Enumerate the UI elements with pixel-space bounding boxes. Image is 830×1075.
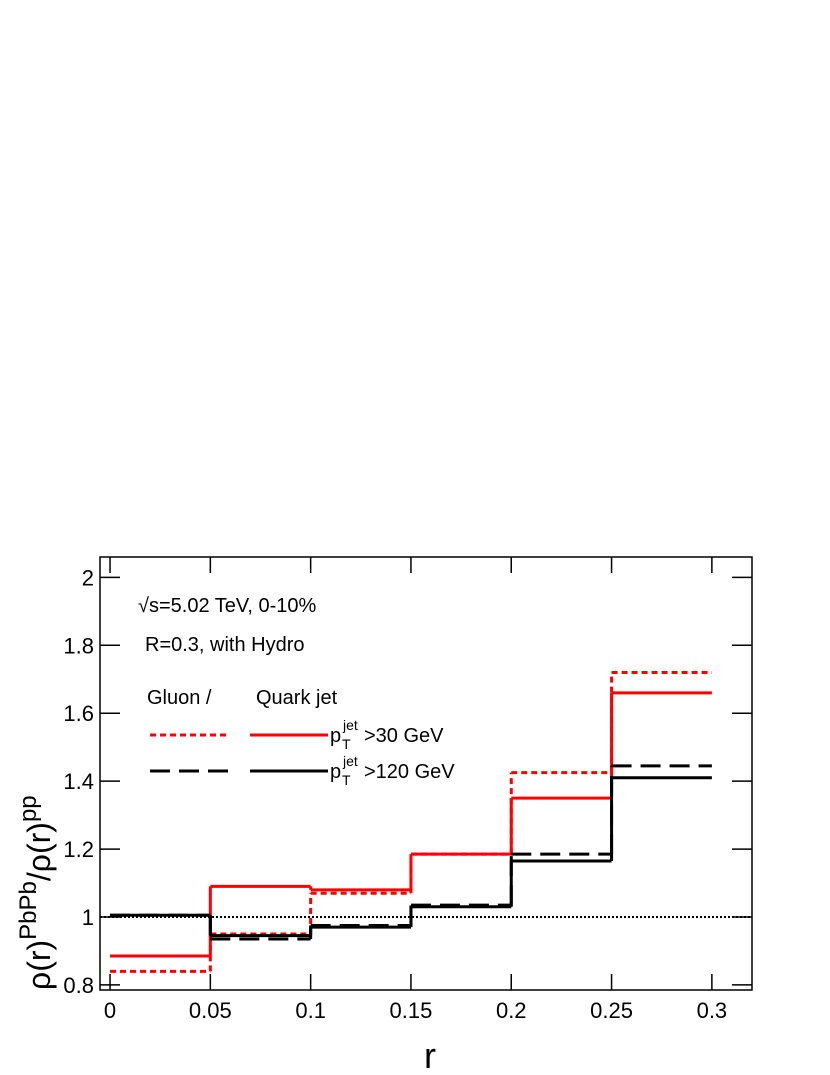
legend-label-rest: >120 GeV <box>364 761 455 783</box>
plot-frame <box>99 556 753 991</box>
legend-header: Gluon / <box>147 687 212 709</box>
y-label-part: ρ(r) <box>21 940 57 990</box>
annotation: R=0.3, with Hydro <box>145 634 305 656</box>
x-tick-label: 0.2 <box>496 998 527 1023</box>
legend-label-sup: jet <box>342 753 358 769</box>
y-tick-label: 1.2 <box>63 837 94 862</box>
x-tick-label: 0.05 <box>189 998 232 1023</box>
x-tick-label: 0 <box>104 998 116 1023</box>
y-axis-label: ρ(r)PbPb/ρ(r)pp <box>15 795 57 990</box>
x-tick-label: 0.15 <box>390 998 433 1023</box>
legend-label-sup: jet <box>342 717 358 733</box>
y-label-sup: pp <box>15 795 42 822</box>
x-tick-label: 0.3 <box>697 998 728 1023</box>
y-tick-label: 2 <box>82 565 94 590</box>
y-tick-label: 1.8 <box>63 633 94 658</box>
y-label-part: /ρ(r) <box>21 822 57 881</box>
legend-label-sub: T <box>342 772 351 788</box>
legend-label-base: p <box>330 761 341 783</box>
legend-label-sub: T <box>342 736 351 752</box>
x-tick-label: 0.1 <box>295 998 326 1023</box>
y-tick-label: 0.8 <box>63 973 94 998</box>
legend-label-rest: >30 GeV <box>364 725 444 747</box>
y-label-sup: PbPb <box>15 881 42 940</box>
legend-header: Quark jet <box>256 687 338 709</box>
y-tick-label: 1 <box>82 905 94 930</box>
x-axis-label: r <box>424 1035 436 1075</box>
y-tick-label: 1.6 <box>63 701 94 726</box>
annotation: √s=5.02 TeV, 0-10% <box>138 595 317 617</box>
legend-label-base: p <box>330 725 341 747</box>
y-tick-label: 1.4 <box>63 769 94 794</box>
x-tick-label: 0.25 <box>590 998 633 1023</box>
